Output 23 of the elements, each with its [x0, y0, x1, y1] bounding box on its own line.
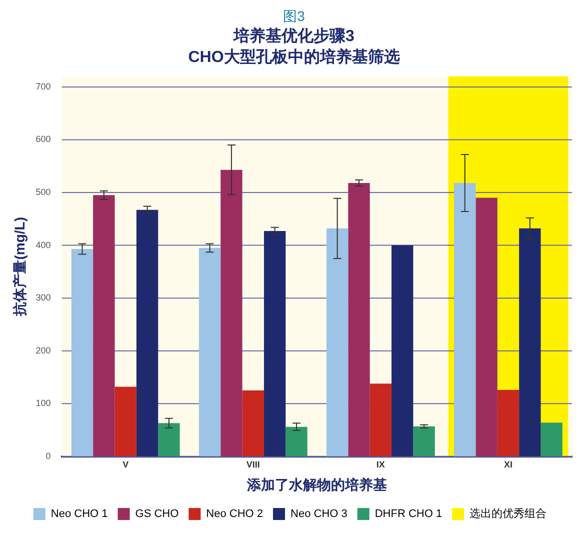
legend-label: 选出的优秀组合	[470, 507, 547, 520]
y-tick-label: 200	[36, 345, 51, 356]
legend-label: Neo CHO 1	[50, 508, 108, 520]
y-tick-label: 600	[36, 134, 51, 144]
x-tick-label: V	[122, 459, 129, 470]
legend-label: DHFR CHO 1	[374, 508, 442, 520]
caption: 图3	[282, 8, 306, 26]
x-tick-label: IX	[376, 459, 385, 470]
y-tick-label: 700	[36, 81, 51, 92]
y-tick-label: 500	[36, 186, 51, 197]
x-tick-label: XI	[504, 459, 512, 470]
legend-label: Neo CHO 2	[206, 508, 264, 520]
y-tick-label: 0	[46, 450, 51, 461]
x-axis-title: 添加了水解物的培养基	[246, 476, 387, 492]
y-tick-label: 100	[36, 398, 51, 408]
legend-label: GS CHO	[135, 508, 180, 520]
chart-subtitle: CHO大型孔板中的培养基筛选	[187, 47, 401, 68]
legend-label: Neo CHO 3	[290, 508, 348, 520]
y-tick-label: 300	[36, 292, 51, 303]
x-tick-label: VIII	[246, 459, 260, 470]
chart-title: 培养基优化步骤3	[232, 26, 356, 47]
y-tick-label: 400	[36, 240, 51, 250]
y-axis-title: 抗体产量(mg/L)	[11, 217, 28, 317]
